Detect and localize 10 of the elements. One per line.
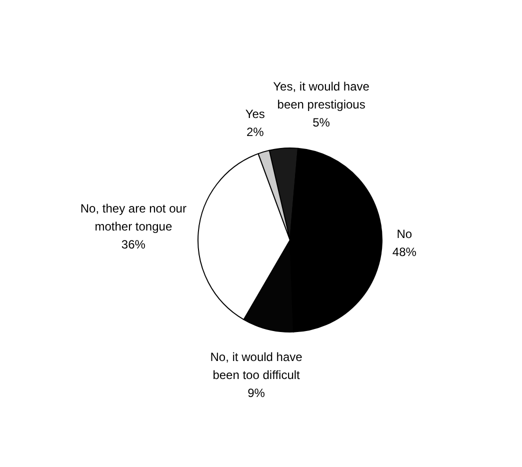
data-label: 36% [121,237,146,252]
data-label: 2% [246,125,264,140]
data-label: 9% [248,386,266,400]
data-label: 5% [312,115,330,130]
slice-label: No, it would have been too difficult [210,350,303,382]
slice-label: No [396,226,412,241]
slice-label: No, they are not our mother tongue [80,201,186,234]
slice-label: Yes [245,107,265,122]
slice-label: Yes, it would have been prestigious [273,79,370,112]
data-label: 48% [392,244,417,259]
